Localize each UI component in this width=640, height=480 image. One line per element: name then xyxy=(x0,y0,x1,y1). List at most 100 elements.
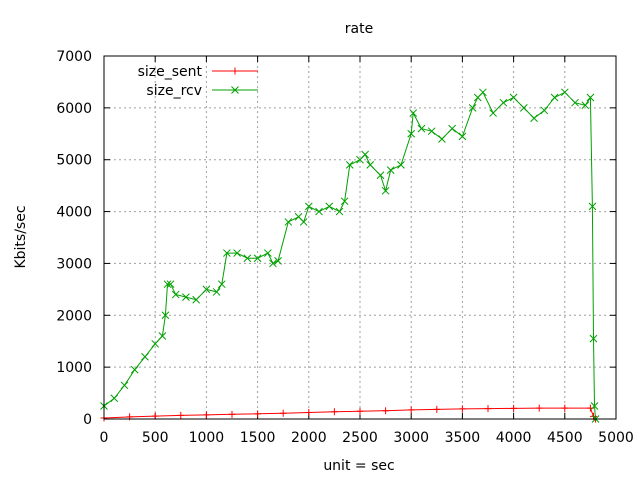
data-point xyxy=(530,114,538,123)
data-point xyxy=(279,409,287,417)
data-point xyxy=(590,402,599,410)
data-point xyxy=(217,280,226,289)
data-point xyxy=(166,280,175,289)
plot-frame xyxy=(103,55,617,420)
data-point xyxy=(589,334,598,343)
data-point xyxy=(158,332,167,340)
data-point xyxy=(141,352,149,361)
data-point xyxy=(161,311,170,320)
data-point xyxy=(340,197,349,206)
data-point xyxy=(212,288,221,296)
y-tick-label: 0 xyxy=(83,412,92,428)
y-tick-label: 6000 xyxy=(56,101,92,117)
data-point xyxy=(171,290,180,299)
x-tick-label: 500 xyxy=(142,430,169,446)
data-point xyxy=(571,98,579,107)
data-point xyxy=(407,406,415,414)
data-point xyxy=(458,132,467,141)
data-point xyxy=(397,161,405,169)
series-line xyxy=(103,91,596,420)
data-point xyxy=(361,150,369,159)
series-size_sent xyxy=(100,404,600,423)
data-point xyxy=(586,93,595,102)
y-tick-label: 1000 xyxy=(56,360,92,376)
x-tick-label: 4000 xyxy=(496,430,532,446)
data-point xyxy=(263,249,272,257)
data-point xyxy=(366,161,375,169)
chart-title: rate xyxy=(345,21,373,37)
x-tick-label: 3000 xyxy=(393,430,429,446)
grid-lines xyxy=(104,56,616,419)
data-point xyxy=(382,407,390,415)
x-tick-label: 1500 xyxy=(240,430,276,446)
legend-label: size_sent xyxy=(138,64,203,80)
data-point xyxy=(510,404,518,412)
data-point xyxy=(381,186,390,195)
data-point xyxy=(417,124,426,133)
data-point xyxy=(433,405,441,413)
data-point xyxy=(535,404,543,412)
data-point xyxy=(163,280,172,289)
data-point xyxy=(151,339,160,348)
data-point xyxy=(223,249,231,257)
data-point xyxy=(253,254,262,263)
data-point xyxy=(177,411,185,419)
data-point xyxy=(540,106,549,115)
data-point xyxy=(243,254,252,263)
data-point xyxy=(254,410,262,418)
legend-label: size_rcv xyxy=(146,83,202,99)
x-tick-label: 3500 xyxy=(445,430,481,446)
y-tick-label: 3000 xyxy=(56,256,92,272)
data-point xyxy=(581,101,590,110)
legend-marker xyxy=(231,86,239,94)
data-point xyxy=(182,293,190,301)
data-point xyxy=(588,202,597,211)
x-tick-label: 5000 xyxy=(598,430,634,446)
data-point xyxy=(269,259,277,268)
y-tick-label: 4000 xyxy=(56,205,92,221)
data-point xyxy=(284,218,293,226)
x-tick-label: 2500 xyxy=(342,430,378,446)
data-point xyxy=(458,405,466,413)
y-tick-label: 5000 xyxy=(56,153,92,169)
data-point xyxy=(509,93,518,102)
data-point xyxy=(325,202,334,211)
data-point xyxy=(468,104,477,112)
x-axis-label: unit = sec xyxy=(323,458,394,474)
data-point xyxy=(386,166,395,174)
x-tick-label: 1000 xyxy=(189,430,225,446)
data-point xyxy=(438,135,446,143)
data-point xyxy=(407,129,416,138)
data-point xyxy=(330,408,338,416)
x-tick-label: 2000 xyxy=(291,430,327,446)
data-point xyxy=(409,109,418,117)
data-point xyxy=(448,124,457,133)
data-point xyxy=(304,202,313,211)
y-axis-label: Kbits/sec xyxy=(13,205,29,268)
data-point xyxy=(315,207,323,216)
data-point xyxy=(228,410,236,418)
data-point xyxy=(560,88,569,97)
legend-marker xyxy=(231,67,239,75)
data-point xyxy=(299,218,308,226)
data-point xyxy=(345,161,354,169)
x-tick-label: 4500 xyxy=(547,430,583,446)
legend: size_sent size_rcv xyxy=(138,64,258,99)
data-point xyxy=(274,256,282,265)
data-point xyxy=(479,88,487,97)
data-point xyxy=(151,412,159,420)
y-tick-label: 2000 xyxy=(56,308,92,324)
data-point xyxy=(192,295,201,304)
data-point xyxy=(110,394,119,403)
data-point xyxy=(130,365,139,374)
data-point xyxy=(202,285,211,294)
data-point xyxy=(335,207,344,216)
data-point xyxy=(484,405,492,413)
data-point xyxy=(305,409,313,417)
axis-tick-labels: 0 500 1000 1500 2000 2500 3000 3500 4000 4500 5000… xyxy=(56,49,633,446)
series-size_rcv xyxy=(100,88,600,423)
data-point xyxy=(376,171,385,180)
data-point xyxy=(519,104,528,112)
data-point xyxy=(233,249,241,257)
